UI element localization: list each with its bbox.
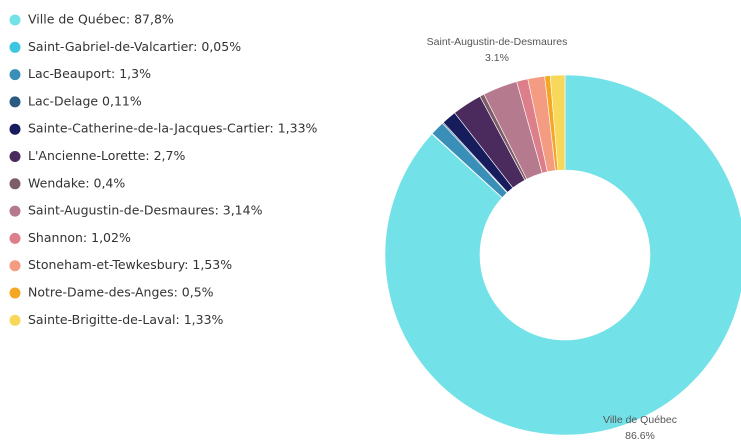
- legend-dot: [9, 41, 21, 53]
- legend-dot: [9, 14, 21, 26]
- legend-dot: [9, 205, 21, 217]
- legend-dot: [9, 314, 21, 326]
- slice-value: 86.6%: [625, 430, 655, 442]
- legend-dot: [9, 232, 21, 244]
- legend-dot: [9, 123, 21, 135]
- slice: [549, 74, 566, 171]
- legend-label: Lac-Beauport: 1,3%: [28, 66, 151, 81]
- legend-dot: [9, 69, 21, 81]
- slice-name: Ville de Québec: [603, 414, 677, 426]
- legend-label: Ville de Québec: 87,8%: [28, 12, 174, 27]
- legend-dot: [9, 287, 21, 299]
- legend-label: Notre-Dame-des-Anges: 0,5%: [28, 285, 214, 300]
- legend-label: L'Ancienne-Lorette: 2,7%: [28, 148, 185, 163]
- legend-dot: [9, 178, 21, 190]
- legend-dot: [9, 151, 21, 162]
- legend-dot: [9, 260, 21, 272]
- legend-label: Wendake: 0,4%: [28, 175, 125, 190]
- legend-label: Shannon: 1,02%: [28, 230, 131, 245]
- legend-label: Lac-Delage 0,11%: [28, 93, 142, 108]
- legend-label: Saint-Gabriel-de-Valcartier: 0,05%: [28, 39, 241, 54]
- legend-label: Saint-Augustin-de-Desmaures: 3,14%: [28, 203, 263, 218]
- legend-label: Sainte-Catherine-de-la-Jacques-Cartier: …: [28, 121, 318, 136]
- legend-label: Stoneham-et-Tewkesbury: 1,53%: [28, 257, 232, 272]
- slice-value: 3.1%: [485, 52, 509, 64]
- legend-dot: [9, 96, 21, 108]
- slice-name: Saint-Augustin-de-Desmaures: [427, 36, 568, 48]
- legend-label: Sainte-Brigitte-de-Laval: 1,33%: [28, 312, 224, 327]
- slice: [384, 74, 741, 436]
